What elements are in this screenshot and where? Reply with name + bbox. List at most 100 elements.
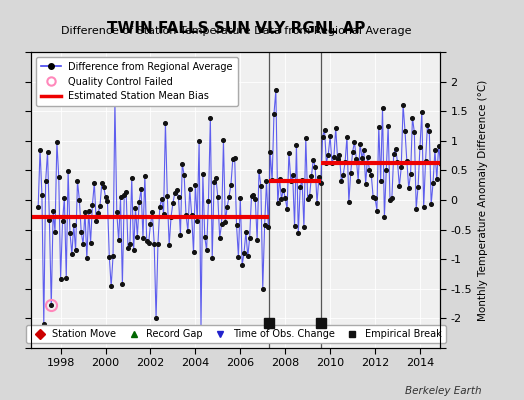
Point bbox=[337, 178, 345, 184]
Point bbox=[217, 221, 226, 228]
Point bbox=[298, 177, 306, 183]
Point bbox=[184, 228, 192, 234]
Point bbox=[319, 133, 327, 140]
Point bbox=[281, 194, 289, 201]
Point bbox=[333, 156, 342, 162]
Point bbox=[421, 158, 430, 164]
Point bbox=[62, 274, 70, 281]
Point bbox=[294, 230, 302, 236]
Point bbox=[408, 114, 417, 121]
Point bbox=[92, 218, 101, 224]
Point bbox=[43, 148, 52, 155]
Point bbox=[346, 170, 355, 176]
Point bbox=[287, 178, 295, 184]
Point bbox=[71, 247, 80, 254]
Point bbox=[75, 196, 83, 203]
Point bbox=[90, 180, 99, 186]
Point bbox=[36, 146, 44, 153]
Point bbox=[34, 204, 42, 210]
Point bbox=[124, 245, 132, 251]
Point bbox=[371, 195, 379, 201]
Point bbox=[234, 253, 243, 260]
Point bbox=[148, 209, 157, 216]
Point bbox=[132, 205, 140, 211]
Point bbox=[174, 194, 183, 201]
Point bbox=[425, 128, 433, 134]
Point bbox=[365, 167, 374, 173]
Point bbox=[242, 229, 250, 235]
Point bbox=[296, 184, 304, 190]
Point bbox=[47, 302, 56, 308]
Point bbox=[356, 140, 364, 147]
Point bbox=[219, 137, 227, 144]
Point bbox=[161, 120, 170, 126]
Point bbox=[103, 198, 112, 204]
Point bbox=[264, 224, 272, 230]
Point bbox=[57, 276, 65, 282]
Point bbox=[328, 160, 336, 167]
Point bbox=[335, 152, 344, 158]
Point bbox=[129, 247, 138, 254]
Point bbox=[309, 156, 318, 163]
Point bbox=[202, 247, 211, 253]
Point bbox=[94, 210, 102, 216]
Y-axis label: Monthly Temperature Anomaly Difference (°C): Monthly Temperature Anomaly Difference (… bbox=[478, 79, 488, 321]
Point bbox=[258, 286, 267, 292]
Point bbox=[133, 233, 141, 240]
Point bbox=[270, 110, 278, 117]
Point bbox=[176, 232, 184, 238]
Point bbox=[289, 172, 297, 178]
Point bbox=[206, 115, 214, 121]
Point bbox=[373, 207, 381, 214]
Point bbox=[285, 150, 293, 156]
Point bbox=[167, 214, 175, 220]
Point bbox=[231, 154, 239, 161]
Point bbox=[307, 173, 315, 180]
Point bbox=[320, 127, 329, 133]
Point bbox=[260, 222, 269, 229]
Point bbox=[283, 206, 291, 212]
Point bbox=[150, 240, 158, 247]
Point bbox=[122, 189, 130, 196]
Point bbox=[384, 123, 392, 130]
Point bbox=[429, 180, 437, 186]
Point bbox=[253, 236, 261, 243]
Point bbox=[111, 98, 119, 105]
Point bbox=[343, 134, 351, 140]
Point bbox=[178, 161, 187, 168]
Point bbox=[118, 281, 127, 287]
Point bbox=[156, 204, 164, 210]
Point bbox=[395, 183, 403, 190]
Point bbox=[405, 184, 413, 191]
Point bbox=[305, 193, 314, 200]
Point bbox=[402, 158, 411, 164]
Point bbox=[313, 200, 321, 206]
Point bbox=[427, 201, 435, 208]
Point bbox=[382, 167, 390, 174]
Point bbox=[204, 197, 213, 204]
Point bbox=[140, 173, 149, 179]
Point bbox=[68, 251, 76, 257]
Point bbox=[350, 139, 358, 145]
Point bbox=[367, 172, 376, 178]
Point bbox=[236, 195, 245, 202]
Point bbox=[139, 234, 147, 241]
Point bbox=[330, 154, 338, 160]
Point bbox=[165, 242, 173, 248]
Point bbox=[81, 209, 89, 215]
Point bbox=[354, 178, 363, 184]
Point bbox=[251, 196, 259, 202]
Point bbox=[257, 182, 265, 189]
Point bbox=[180, 172, 188, 178]
Point bbox=[40, 321, 48, 328]
Point bbox=[73, 178, 82, 184]
Point bbox=[302, 135, 310, 141]
Point bbox=[418, 108, 426, 115]
Point bbox=[389, 150, 398, 157]
Point bbox=[193, 218, 201, 224]
Point bbox=[169, 200, 177, 206]
Point bbox=[394, 159, 402, 165]
Point bbox=[326, 133, 334, 139]
Point bbox=[88, 201, 96, 208]
Point bbox=[274, 200, 282, 207]
